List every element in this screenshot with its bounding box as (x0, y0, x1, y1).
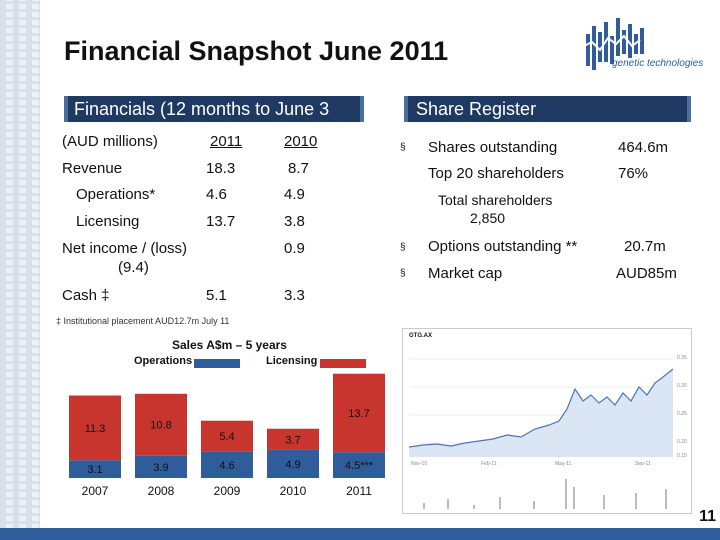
financials-header: Financials (12 months to June 3 (64, 96, 364, 122)
bullet-icon: § (400, 142, 406, 153)
sales-chart: 3.1 11.3 2007 3.9 10.8 2008 4.6 5.4 2009 4.9 3.7 20… (69, 373, 385, 498)
footnote: ‡ Institutional placement AUD12.7m July … (56, 316, 230, 326)
bar-label-licensing-2011: 13.7 (348, 408, 369, 420)
total-shareholders-value: 2,850 (470, 210, 506, 226)
sales-chart-title: Sales A$m – 5 years (172, 338, 287, 352)
company-logo (583, 18, 644, 70)
page-title: Financial Snapshot June 2011 (64, 36, 449, 66)
bar-label-licensing-2008: 10.8 (150, 420, 171, 432)
row-cash-label: Cash ‡ (62, 287, 110, 304)
market-cap-label: Market cap (428, 265, 503, 282)
stock-x-label: Nov-10 (411, 461, 428, 467)
bar-operations-2011 (333, 452, 385, 478)
options-outstanding-label: Options outstanding ** (428, 238, 578, 255)
bar-licensing-2007 (69, 395, 121, 461)
bar-operations-2007 (69, 460, 121, 478)
col-2011: 2011 (210, 133, 243, 150)
logo-text: genetic technologies (612, 58, 704, 69)
x-tick-label-2007: 2007 (82, 484, 109, 498)
market-cap-value: AUD85m (616, 265, 677, 282)
bar-licensing-2008 (135, 393, 187, 456)
row-revenue-2010: 8.7 (288, 160, 309, 177)
bar-operations-2010 (267, 449, 319, 478)
bar-label-operations-2009: 4.6 (219, 460, 234, 472)
decorative-strip (0, 0, 40, 540)
bar-licensing-2010 (267, 428, 319, 450)
row-operations-label: Operations* (76, 186, 156, 203)
bullet-icon: § (400, 242, 406, 253)
shares-outstanding-label: Shares outstanding (428, 139, 558, 156)
x-tick-label-2010: 2010 (280, 484, 307, 498)
stock-ticker: GTG.AX (409, 333, 433, 339)
bar-label-operations-2011: 4.5*** (345, 460, 374, 472)
row-operations-2010: 4.9 (284, 186, 305, 203)
row-licensing-label: Licensing (76, 213, 140, 230)
row-cash-2010: 3.3 (284, 287, 305, 304)
footer-bar (0, 528, 720, 540)
bar-licensing-2011 (333, 373, 385, 453)
stock-x-label: May-11 (555, 461, 572, 467)
stock-y-label: 0.30 (677, 383, 687, 389)
bar-label-licensing-2009: 5.4 (219, 431, 234, 443)
stock-x-label: Feb-11 (481, 461, 497, 467)
top20-label: Top 20 shareholders (428, 165, 564, 182)
page-number: 11 (699, 508, 716, 525)
row-net-income-2010: 0.9 (284, 240, 305, 257)
bullet-icon: § (400, 268, 406, 279)
row-net-income-2011: (9.4) (118, 259, 149, 276)
bar-licensing-2009 (201, 420, 253, 452)
x-tick-label-2011: 2011 (346, 484, 372, 498)
row-net-income-label: Net income / (loss) (62, 240, 188, 257)
x-tick-label-2008: 2008 (148, 484, 175, 498)
options-outstanding-value: 20.7m (624, 238, 666, 255)
bar-label-operations-2010: 4.9 (285, 459, 300, 471)
legend-operations-swatch (194, 359, 240, 368)
legend-licensing-swatch (320, 359, 366, 368)
bar-label-licensing-2007: 11.3 (85, 423, 106, 435)
bar-operations-2009 (201, 451, 253, 478)
x-tick-label-2009: 2009 (214, 484, 241, 498)
col-label: (AUD millions) (62, 133, 158, 150)
col-2010: 2010 (284, 133, 318, 150)
row-revenue-label: Revenue (62, 160, 123, 177)
top20-value: 76% (618, 165, 649, 182)
total-shareholders-label: Total shareholders (438, 192, 553, 208)
stock-price-plot (408, 358, 674, 509)
row-licensing-2011: 13.7 (206, 213, 236, 230)
row-licensing-2010: 3.8 (284, 213, 305, 230)
stock-x-label: Sep-11 (635, 461, 651, 467)
row-cash-2011: 5.1 (206, 287, 227, 304)
bar-label-licensing-2010: 3.7 (285, 434, 300, 446)
legend-licensing-label: Licensing (266, 355, 318, 367)
stock-y-label: 0.25 (677, 411, 687, 417)
row-operations-2011: 4.6 (206, 186, 227, 203)
stock-y-label: 0.35 (677, 355, 687, 361)
stock-y-label: 0.20 (677, 439, 687, 445)
bar-label-operations-2008: 3.9 (153, 462, 168, 474)
row-revenue-2011: 18.3 (206, 160, 236, 177)
stock-y-label: 0.15 (677, 453, 687, 459)
legend-operations-label: Operations (134, 355, 193, 367)
bar-label-operations-2007: 3.1 (87, 464, 102, 476)
share-register-header: Share Register (404, 96, 691, 122)
bar-operations-2008 (135, 455, 187, 478)
stock-price-chart: GTG.AX Nov-10 Feb-11 May-11 Sep-11 0.35 … (402, 328, 692, 514)
shares-outstanding-value: 464.6m (618, 139, 669, 156)
